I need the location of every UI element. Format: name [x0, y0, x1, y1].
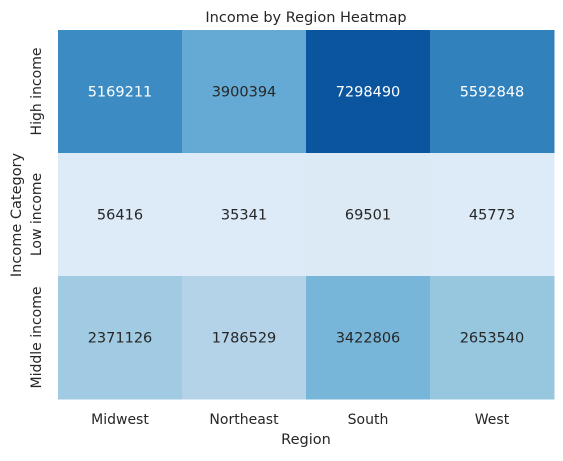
cell-value-label: 35341 — [221, 208, 267, 224]
y-tick-label: High income — [29, 48, 45, 136]
y-tick-labels: High income Low income Middle income — [29, 48, 45, 389]
cell-value-label: 3900394 — [212, 85, 277, 101]
x-axis-label: Region — [281, 432, 331, 448]
x-tick-label: Midwest — [91, 412, 149, 428]
y-tick-label: Middle income — [29, 287, 45, 389]
x-tick-label: South — [348, 412, 389, 428]
y-tick-label: Low income — [29, 173, 45, 256]
cell-value-label: 1786529 — [212, 331, 277, 347]
x-tick-labels: Midwest Northeast South West — [91, 412, 510, 428]
cell-value-label: 5169211 — [88, 85, 153, 101]
cell-value-label: 45773 — [469, 208, 515, 224]
cell-value-label: 2653540 — [460, 331, 525, 347]
chart-title: Income by Region Heatmap — [205, 10, 406, 26]
cell-value-label: 56416 — [97, 208, 143, 224]
x-tick-label: Northeast — [209, 412, 279, 428]
x-tick-label: West — [475, 412, 510, 428]
cell-value-label: 7298490 — [336, 85, 401, 101]
y-axis-label: Income Category — [9, 152, 25, 277]
cell-value-label: 2371126 — [88, 331, 153, 347]
cell-value-label: 69501 — [345, 208, 391, 224]
cell-value-label: 3422806 — [336, 331, 401, 347]
cell-value-label: 5592848 — [460, 85, 525, 101]
